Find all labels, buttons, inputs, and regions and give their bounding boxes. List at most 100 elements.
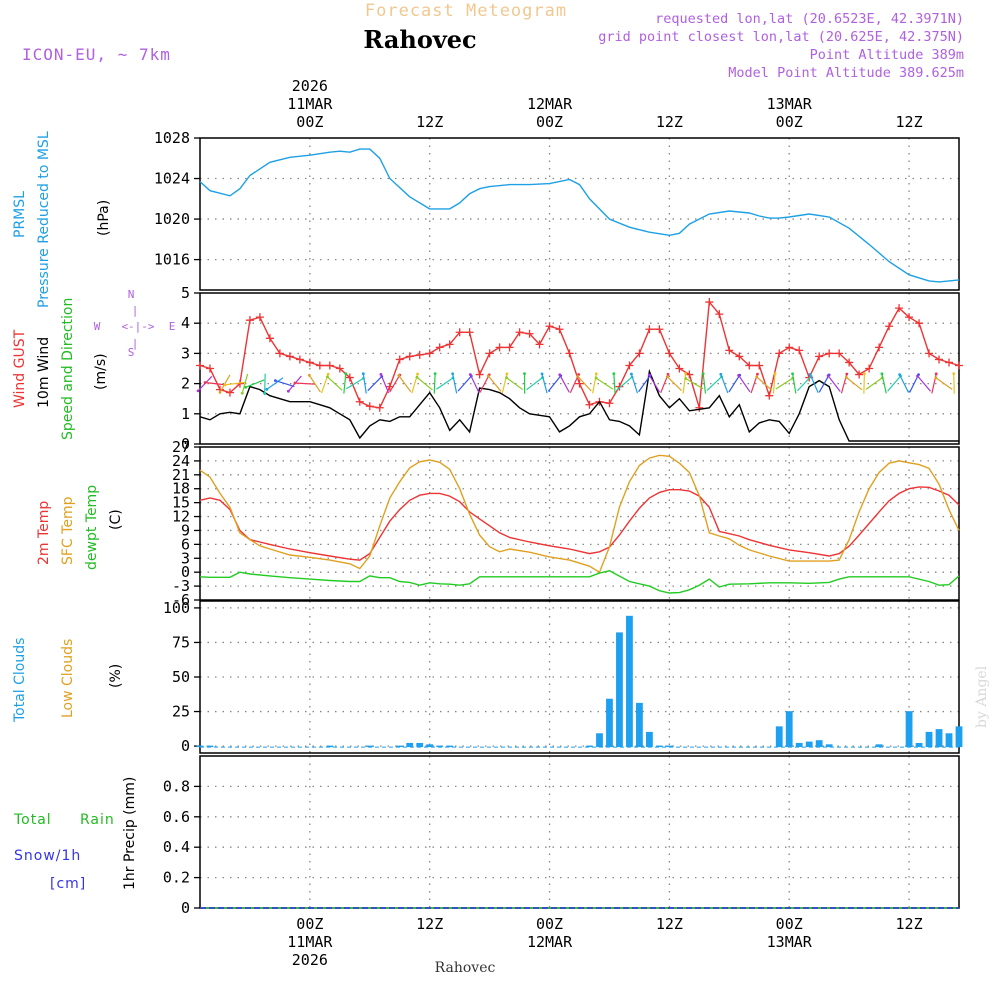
y-tick-label: 15 — [172, 494, 190, 512]
gust-marker — [845, 358, 854, 367]
cloud-bar — [196, 745, 204, 748]
y-tick-label: 12 — [172, 508, 190, 526]
cloud-bar — [935, 729, 943, 748]
wind-arrow-head — [755, 375, 759, 379]
wind-arrow — [266, 377, 284, 390]
wind-arrow-head — [684, 372, 688, 376]
wind-arrow — [772, 373, 776, 394]
wind-arrow — [616, 376, 633, 391]
wind-arrow-head — [666, 372, 670, 376]
wind-arrow-head — [647, 373, 651, 377]
wind-arrow-head — [523, 372, 526, 376]
wind-arrow — [380, 374, 390, 394]
model-label: ICON-EU, ~ 7km — [22, 45, 171, 64]
wind-arrow-head — [196, 389, 200, 393]
wind-arrow — [827, 375, 841, 392]
wind-arrow — [863, 373, 865, 394]
temp-panel-labels: 2m Temp SFC Temp dewpt Temp (C) — [36, 485, 124, 570]
wind-arrow-head — [263, 392, 267, 395]
y-tick-label: 1020 — [154, 210, 190, 228]
y-tick-label: 0 — [181, 737, 190, 755]
wind-arrow — [479, 374, 490, 393]
wind-arrow — [436, 377, 454, 390]
cloud-bar — [815, 740, 823, 748]
wind-arrow-head — [612, 372, 616, 376]
gust-marker — [445, 340, 454, 349]
top-time-label: 12Z — [896, 113, 923, 131]
wind-arrow-head — [307, 373, 311, 377]
gust-marker — [725, 346, 734, 355]
wind-arrow-head — [286, 389, 290, 393]
wind-arrow — [592, 373, 597, 394]
wind-arrow — [666, 376, 682, 392]
wind-arrow — [559, 374, 570, 393]
gust-marker — [675, 364, 684, 373]
gust-marker — [925, 349, 934, 358]
cloud-bar — [905, 711, 913, 748]
bottom-time-label: 00Z — [296, 915, 323, 933]
y-tick-label: 0.8 — [163, 777, 190, 795]
cloud-bar — [655, 745, 663, 748]
wind-arrow — [720, 374, 729, 394]
y-tick-label: 6 — [181, 535, 190, 553]
wind-arrow-head — [898, 373, 902, 377]
total-clouds-label: Total Clouds — [12, 638, 28, 723]
gust-marker — [435, 343, 444, 352]
gust-marker — [705, 298, 714, 307]
sfc-temp-label: SFC Temp — [60, 496, 76, 565]
wind-arrow-head — [265, 388, 269, 391]
gust-marker — [565, 349, 574, 358]
wind-arrow-head — [240, 391, 244, 395]
bottom-time-label: 11MAR — [287, 933, 333, 951]
wind-gust-label: Wind GUST — [12, 329, 28, 408]
gust-marker — [315, 361, 324, 370]
bottom-time-label: 12Z — [896, 915, 923, 933]
wind-arrow — [264, 373, 266, 394]
y-tick-label: 0 — [181, 563, 190, 581]
wind-arrow — [308, 374, 321, 393]
compass-icon: N W E S <-|-> | | — [94, 288, 176, 359]
y-tick-label: 0.6 — [163, 808, 190, 826]
wind-arrow — [433, 373, 436, 394]
cloud-bar — [955, 726, 963, 748]
wind-arrow-head — [293, 381, 297, 385]
gust-marker — [835, 349, 844, 358]
pressure-unit: (hPa) — [96, 200, 112, 236]
gust-marker — [855, 370, 864, 379]
wind-arrow — [416, 376, 433, 391]
gust-marker — [715, 310, 724, 319]
y-tick-label: 50 — [172, 668, 190, 686]
wind-arrow — [487, 375, 502, 392]
precip-unit: 1hr Precip (mm) — [122, 777, 138, 890]
cloud-bar — [805, 741, 813, 748]
cloud-bar — [596, 733, 603, 748]
wind-panel-labels: Wind GUST 10m Wind Speed and Direction (… — [12, 288, 175, 440]
gust-marker — [905, 313, 914, 322]
gust-marker — [695, 403, 704, 412]
precipitation-frame — [199, 755, 960, 909]
wind-arrow-head — [791, 372, 794, 376]
pressure-panel: 1016 1020 1024 1028 — [154, 129, 960, 291]
wind-arrow-head — [486, 374, 490, 378]
gust-marker — [575, 379, 584, 388]
wind-arrow — [728, 374, 741, 393]
wind-arrow-head — [397, 374, 401, 377]
y-tick-label: 1016 — [154, 251, 190, 269]
gust-marker — [515, 328, 524, 337]
gust-marker — [735, 352, 744, 361]
y-tick-label: 100 — [163, 599, 190, 617]
svg-text:<-|->: <-|-> — [121, 320, 154, 333]
wind-arrow — [638, 375, 651, 393]
wind-arrow — [327, 376, 343, 391]
wind-arrow — [362, 373, 367, 394]
svg-text:|: | — [132, 304, 139, 317]
gust-marker — [525, 329, 534, 338]
rain-label: Rain — [80, 812, 115, 828]
wind-arrow — [909, 374, 920, 393]
gust-marker — [875, 343, 884, 352]
wind-unit: (m/s) — [93, 353, 109, 390]
y-tick-label: 25 — [172, 703, 190, 721]
cloud-bar — [416, 742, 424, 748]
wind-arrow-head — [505, 376, 508, 380]
